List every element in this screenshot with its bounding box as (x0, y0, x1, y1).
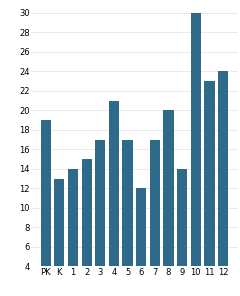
Bar (136, 188, 146, 296)
Bar (204, 81, 215, 296)
Bar (163, 110, 174, 296)
Bar (150, 139, 160, 296)
Bar (122, 139, 133, 296)
Bar (95, 139, 105, 296)
Bar (82, 159, 92, 296)
Bar (68, 169, 78, 296)
Bar (177, 169, 187, 296)
Bar (109, 101, 119, 296)
Bar (54, 178, 65, 296)
Bar (41, 120, 51, 296)
Bar (218, 71, 228, 296)
Bar (191, 13, 201, 296)
